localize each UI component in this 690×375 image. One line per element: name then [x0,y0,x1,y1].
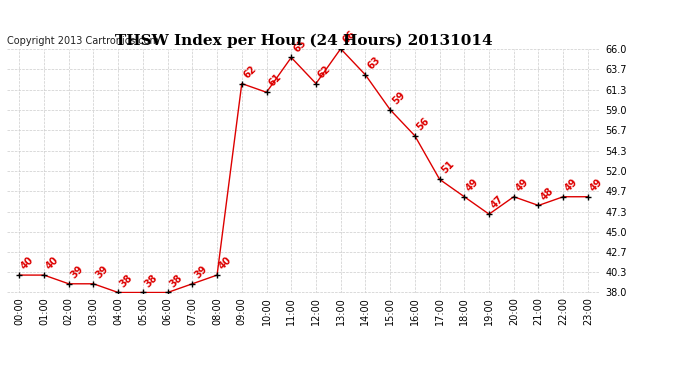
Text: THSW  (°F): THSW (°F) [522,35,586,45]
Text: 39: 39 [93,264,110,280]
Text: 40: 40 [19,255,36,272]
Text: 62: 62 [241,63,258,80]
Text: 49: 49 [514,177,531,193]
Text: 61: 61 [266,72,283,89]
Text: 49: 49 [563,177,580,193]
Text: 59: 59 [390,90,406,106]
Text: Copyright 2013 Cartronics.com: Copyright 2013 Cartronics.com [7,36,159,46]
Text: 51: 51 [440,159,456,176]
Text: 40: 40 [44,255,61,272]
Text: 39: 39 [193,264,209,280]
Text: 38: 38 [118,272,135,289]
Text: 38: 38 [168,272,184,289]
Text: 56: 56 [415,116,431,132]
Text: 65: 65 [291,38,308,54]
Text: 49: 49 [588,177,604,193]
Text: 63: 63 [366,55,382,71]
Title: THSW Index per Hour (24 Hours) 20131014: THSW Index per Hour (24 Hours) 20131014 [115,33,493,48]
Text: 62: 62 [316,63,333,80]
Text: 38: 38 [143,272,159,289]
Text: 49: 49 [464,177,481,193]
Text: 47: 47 [489,194,506,211]
Text: 48: 48 [538,185,555,202]
Text: 66: 66 [341,28,357,45]
Text: 39: 39 [69,264,86,280]
Text: 40: 40 [217,255,234,272]
